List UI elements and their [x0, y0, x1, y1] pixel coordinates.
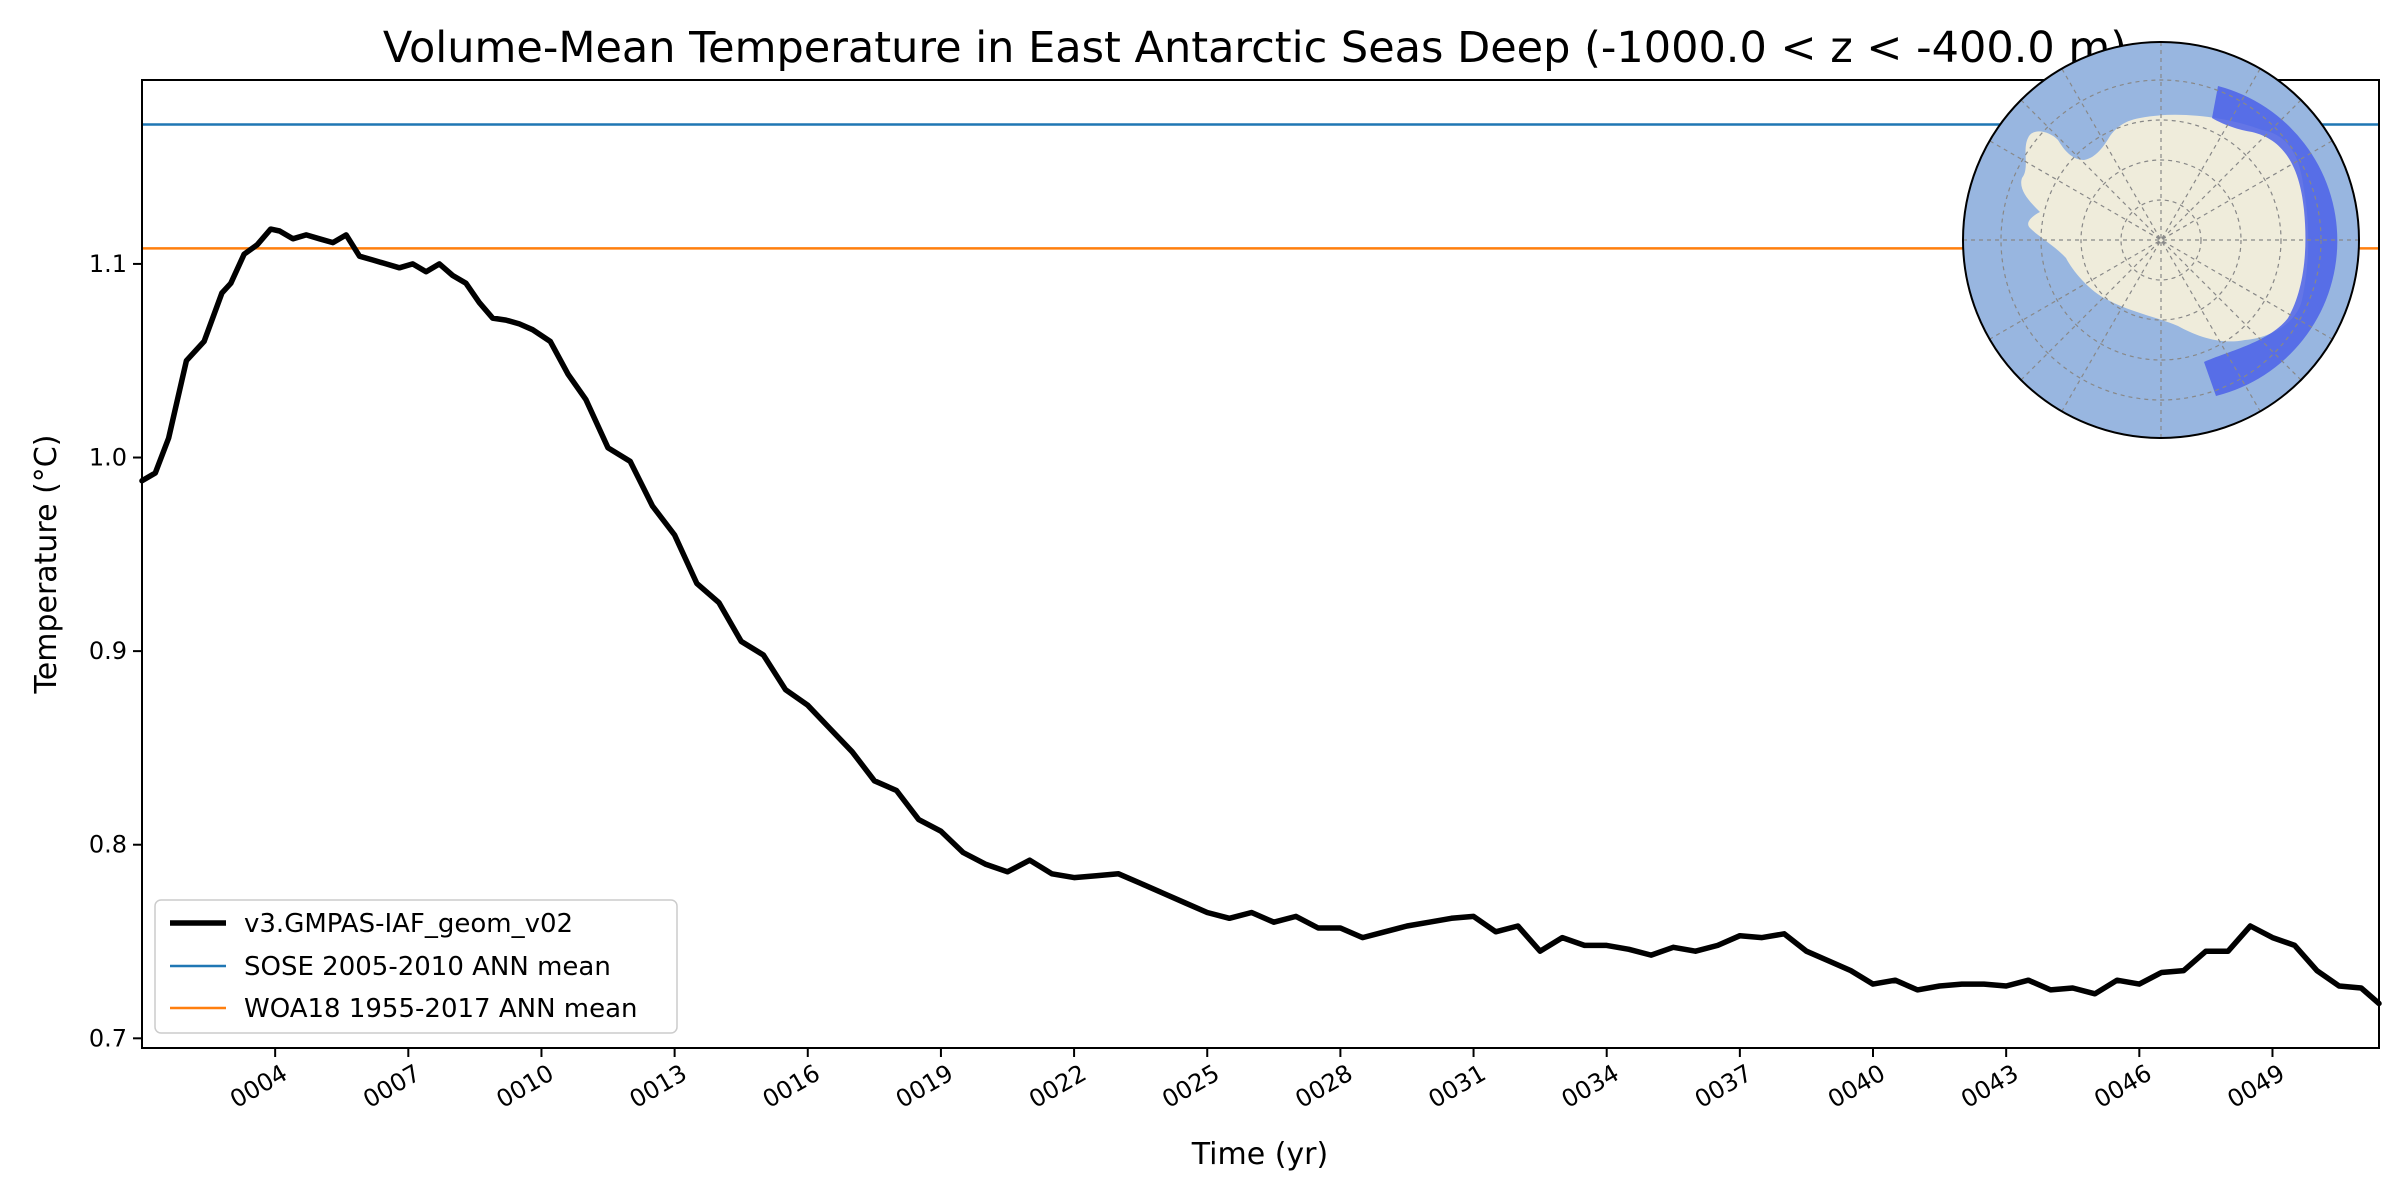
legend-label-sose: SOSE 2005-2010 ANN mean: [244, 952, 611, 982]
y-tick-label: 0.7: [89, 1024, 127, 1052]
plot-frame: [141, 79, 2380, 1049]
y-axis-label: Temperature (°C): [29, 435, 64, 695]
inset-antarctica-land: [2021, 114, 2309, 342]
legend: v3.GMPAS-IAF_geom_v02 SOSE 2005-2010 ANN…: [154, 899, 678, 1034]
inset-map: [1962, 41, 2360, 439]
y-tick-label: 0.9: [89, 637, 127, 665]
inset-graticule: [1963, 42, 2359, 438]
inset-border: [1962, 41, 2360, 439]
y-tick-label: 1.0: [89, 444, 127, 472]
legend-label-v3-gmpas: v3.GMPAS-IAF_geom_v02: [244, 909, 573, 939]
y-tick-label: 0.8: [89, 831, 127, 859]
y-tick-label: 1.1: [89, 250, 127, 278]
series-line-v3-gmpas: [139, 226, 2382, 1007]
legend-box: [154, 899, 678, 1034]
chart-title: Volume-Mean Temperature in East Antarcti…: [383, 23, 2127, 73]
x-axis-label: Time (yr): [1191, 1137, 1328, 1172]
inset-region-highlight: [2204, 86, 2338, 396]
legend-label-woa18: WOA18 1955-2017 ANN mean: [244, 994, 638, 1024]
